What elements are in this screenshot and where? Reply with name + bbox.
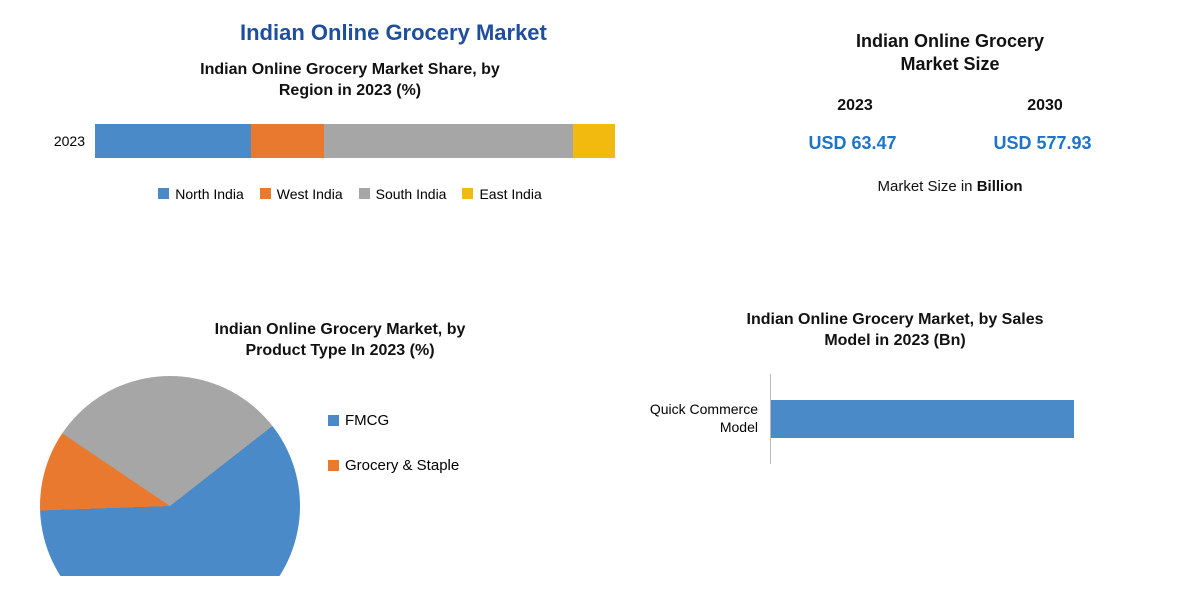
legend-swatch-icon — [158, 188, 169, 199]
legend-label: North India — [175, 186, 243, 202]
region-chart-title: Indian Online Grocery Market Share, by R… — [40, 60, 660, 102]
legend-label: Grocery & Staple — [345, 457, 459, 474]
market-size-caption: Market Size in Billion — [760, 178, 1140, 195]
legend-swatch-icon — [359, 188, 370, 199]
region-legend: North India West India South India East Ind… — [40, 186, 660, 202]
product-type-chart: Indian Online Grocery Market, by Product… — [40, 320, 640, 576]
region-seg-2 — [324, 124, 574, 158]
market-size-values: USD 63.47 USD 577.93 — [760, 133, 1140, 154]
legend-label: South India — [376, 186, 447, 202]
size-caption-prefix: Market Size in — [877, 178, 976, 195]
pie-clip — [40, 376, 300, 576]
product-legend-item-0: FMCG — [328, 412, 459, 429]
size-year-1: 2030 — [1027, 97, 1063, 115]
product-legend: FMCG Grocery & Staple — [328, 376, 459, 474]
size-title-line2: Market Size — [900, 54, 999, 74]
legend-swatch-icon — [328, 460, 339, 471]
product-pie-body: FMCG Grocery & Staple — [40, 376, 640, 576]
sales-bar-row: Quick Commerce Model — [630, 374, 1160, 464]
sales-y-label: Quick Commerce Model — [630, 401, 770, 436]
sales-model-chart: Indian Online Grocery Market, by Sales M… — [630, 310, 1160, 464]
legend-swatch-icon — [462, 188, 473, 199]
size-year-0: 2023 — [837, 97, 873, 115]
legend-label: East India — [479, 186, 541, 202]
region-seg-1 — [251, 124, 324, 158]
sales-ylabel-line1: Quick Commerce — [650, 401, 758, 417]
sales-plot-area — [770, 374, 1160, 464]
sales-title-line2: Model in 2023 (Bn) — [824, 332, 965, 349]
market-size-panel: Indian Online Grocery Market Size 2023 2… — [760, 30, 1140, 195]
legend-label: West India — [277, 186, 343, 202]
size-title-line1: Indian Online Grocery — [856, 31, 1044, 51]
size-value-0: USD 63.47 — [808, 133, 896, 154]
pie-disc — [40, 376, 300, 576]
region-legend-item-3: East India — [462, 186, 541, 202]
size-value-1: USD 577.93 — [993, 133, 1091, 154]
legend-swatch-icon — [260, 188, 271, 199]
market-size-title: Indian Online Grocery Market Size — [760, 30, 1140, 77]
legend-swatch-icon — [328, 415, 339, 426]
product-title-line2: Product Type In 2023 (%) — [245, 342, 434, 359]
region-seg-3 — [573, 124, 615, 158]
region-title-line1: Indian Online Grocery Market Share, by — [200, 61, 500, 78]
size-caption-bold: Billion — [977, 178, 1023, 195]
region-legend-item-0: North India — [158, 186, 243, 202]
region-legend-item-1: West India — [260, 186, 343, 202]
region-title-line2: Region in 2023 (%) — [279, 82, 421, 99]
product-chart-title: Indian Online Grocery Market, by Product… — [40, 320, 640, 362]
region-legend-item-2: South India — [359, 186, 447, 202]
sales-title-line1: Indian Online Grocery Market, by Sales — [747, 311, 1044, 328]
region-bar-row: 2023 — [40, 124, 660, 158]
region-share-chart: Indian Online Grocery Market Share, by R… — [40, 60, 660, 202]
product-legend-item-1: Grocery & Staple — [328, 457, 459, 474]
product-title-line1: Indian Online Grocery Market, by — [215, 321, 466, 338]
region-seg-0 — [95, 124, 251, 158]
page-title: Indian Online Grocery Market — [240, 20, 547, 46]
region-stacked-bar — [95, 124, 615, 158]
region-y-label: 2023 — [40, 133, 95, 149]
market-size-years: 2023 2030 — [760, 97, 1140, 115]
sales-chart-title: Indian Online Grocery Market, by Sales M… — [630, 310, 1160, 352]
legend-label: FMCG — [345, 412, 389, 429]
sales-ylabel-line2: Model — [720, 419, 758, 435]
sales-bar — [771, 400, 1074, 438]
